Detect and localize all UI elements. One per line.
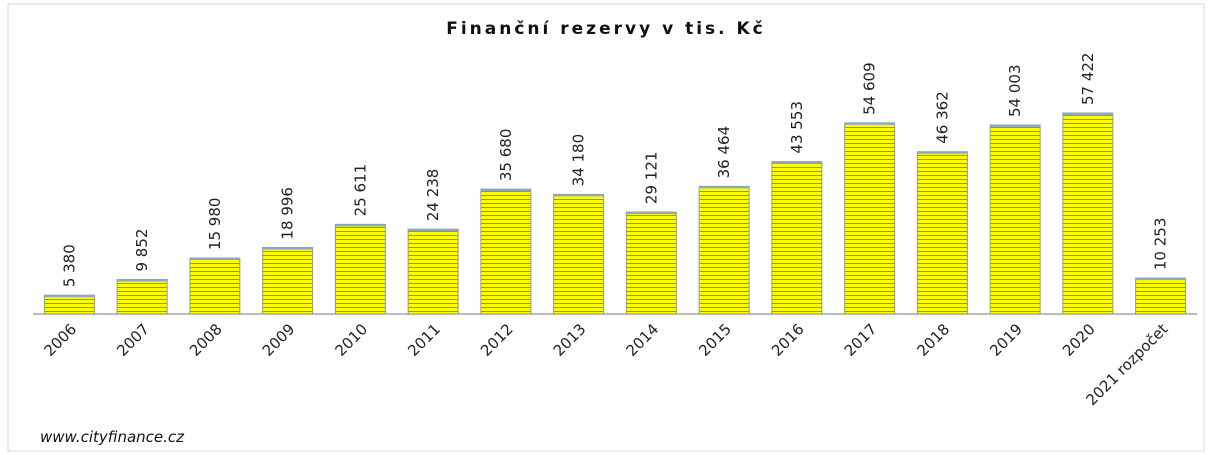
bar-top: [553, 194, 604, 197]
value-label: 9 852: [133, 229, 151, 272]
bar-top: [771, 161, 822, 164]
value-label: 15 980: [206, 198, 224, 251]
bar-top: [844, 122, 895, 125]
bar-top: [1062, 113, 1113, 116]
bar-top: [480, 189, 531, 192]
value-label: 10 253: [1152, 218, 1170, 271]
value-label: 29 121: [642, 152, 660, 205]
bar-top: [117, 279, 168, 282]
bar: [189, 257, 241, 315]
bar: [771, 161, 823, 315]
bar: [116, 279, 168, 315]
value-label: 36 464: [715, 126, 733, 179]
footer: www.cityfinance.cz: [40, 428, 185, 446]
bar: [698, 185, 750, 315]
bar: [553, 193, 605, 315]
bar: [844, 122, 896, 315]
bar-top: [626, 212, 677, 215]
value-label: 34 180: [570, 134, 588, 187]
bar-top: [917, 151, 968, 154]
bar: [625, 211, 677, 315]
bar: [480, 188, 532, 315]
value-label: 54 609: [861, 62, 879, 115]
bar-top: [44, 295, 95, 298]
bar-top: [699, 186, 750, 189]
bar: [916, 151, 968, 315]
bar: [262, 247, 314, 315]
bar-top: [262, 247, 313, 250]
bar: [407, 228, 459, 315]
value-label: 54 003: [1006, 64, 1024, 117]
value-label: 24 238: [424, 169, 442, 222]
bar-top: [408, 229, 459, 232]
bar: [1135, 277, 1187, 315]
bar: [989, 124, 1041, 315]
bar: [334, 223, 386, 315]
bar-top: [1135, 278, 1186, 281]
bar-top: [189, 258, 240, 261]
value-label: 46 362: [933, 91, 951, 144]
bar-top: [990, 124, 1041, 127]
value-label: 18 996: [279, 187, 297, 240]
bar: [43, 294, 95, 315]
value-label: 43 553: [788, 101, 806, 154]
value-label: 5 380: [60, 244, 78, 287]
chart-title: Finanční rezervy v tis. Kč: [446, 19, 766, 39]
value-label: 57 422: [1079, 53, 1097, 106]
value-label: 35 680: [497, 129, 515, 182]
bar-top: [335, 224, 386, 227]
value-label: 25 611: [351, 164, 369, 217]
bar: [1062, 112, 1114, 315]
